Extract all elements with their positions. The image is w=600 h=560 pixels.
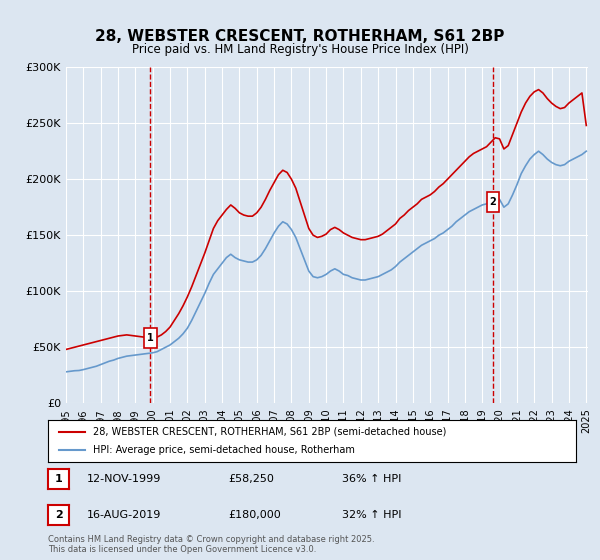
Text: Contains HM Land Registry data © Crown copyright and database right 2025.
This d: Contains HM Land Registry data © Crown c… <box>48 535 374 554</box>
Text: 2: 2 <box>490 197 496 207</box>
FancyBboxPatch shape <box>487 192 499 212</box>
Text: 1: 1 <box>55 474 62 484</box>
Text: Price paid vs. HM Land Registry's House Price Index (HPI): Price paid vs. HM Land Registry's House … <box>131 43 469 56</box>
Text: 1: 1 <box>147 333 154 343</box>
FancyBboxPatch shape <box>145 328 157 348</box>
Text: 32% ↑ HPI: 32% ↑ HPI <box>342 510 401 520</box>
Text: £58,250: £58,250 <box>228 474 274 484</box>
Text: 36% ↑ HPI: 36% ↑ HPI <box>342 474 401 484</box>
Text: 28, WEBSTER CRESCENT, ROTHERHAM, S61 2BP (semi-detached house): 28, WEBSTER CRESCENT, ROTHERHAM, S61 2BP… <box>93 427 446 437</box>
Text: HPI: Average price, semi-detached house, Rotherham: HPI: Average price, semi-detached house,… <box>93 445 355 455</box>
Text: 2: 2 <box>55 510 62 520</box>
Text: 16-AUG-2019: 16-AUG-2019 <box>87 510 161 520</box>
Text: 28, WEBSTER CRESCENT, ROTHERHAM, S61 2BP: 28, WEBSTER CRESCENT, ROTHERHAM, S61 2BP <box>95 29 505 44</box>
Text: 12-NOV-1999: 12-NOV-1999 <box>87 474 161 484</box>
Text: £180,000: £180,000 <box>228 510 281 520</box>
